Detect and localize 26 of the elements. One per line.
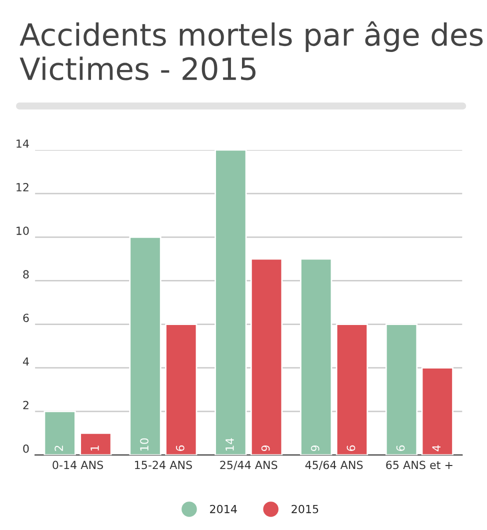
data-label: 6 — [346, 445, 356, 451]
x-tick-label: 15-24 ANS — [135, 460, 192, 470]
data-label: 10 — [140, 438, 148, 451]
data-label: 6 — [396, 445, 405, 451]
data-label: 9 — [310, 445, 320, 452]
x-tick-label: 45/64 ANS — [305, 460, 363, 470]
legend-label: 2014 — [210, 504, 237, 514]
y-tick-label: 4 — [22, 357, 29, 366]
data-label: 9 — [261, 445, 270, 452]
data-label: 14 — [226, 438, 234, 451]
chart-title: Accidents mortels par âge des Victimes - 2015 — [20, 21, 483, 80]
y-tick-label: 2 — [23, 400, 28, 410]
y-tick-label: 10 — [16, 226, 29, 235]
x-tick-label: 0-14 ANS — [52, 460, 104, 470]
y-tick-label: 6 — [23, 314, 29, 322]
legend-label: 2015 — [292, 504, 318, 514]
x-tick-label: 25/44 ANS — [220, 460, 278, 470]
y-tick-label: 12 — [16, 183, 28, 192]
data-label: 6 — [176, 445, 184, 451]
x-tick-label: 65 ANS et + — [386, 460, 452, 470]
y-tick-label: 0 — [23, 444, 29, 453]
data-label: 1 — [90, 446, 99, 451]
y-tick-label: 14 — [16, 140, 29, 148]
y-tick-label: 8 — [23, 270, 29, 279]
data-label: 4 — [432, 445, 440, 452]
data-label: 2 — [54, 446, 63, 451]
